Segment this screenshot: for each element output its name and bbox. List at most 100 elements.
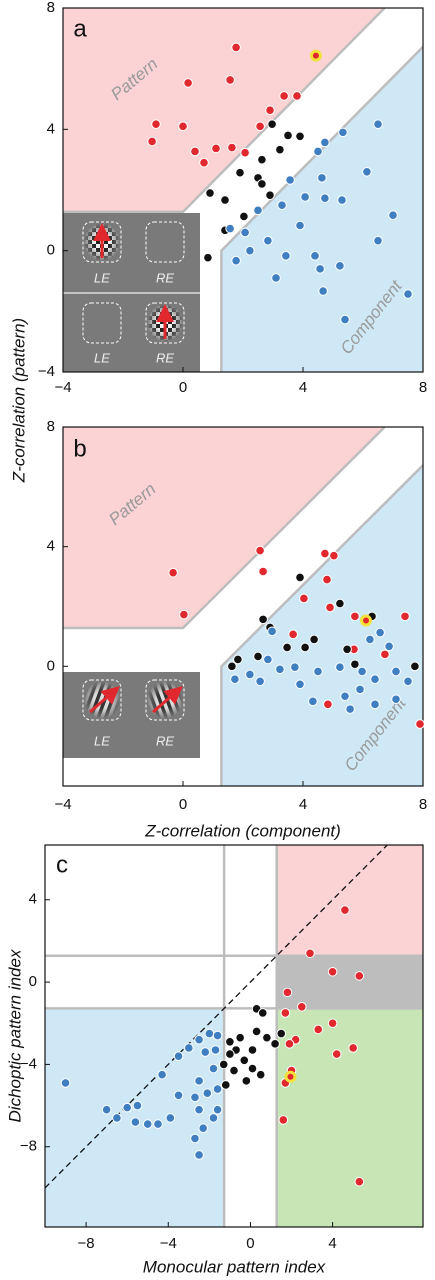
data-point <box>194 1104 204 1115</box>
data-point <box>323 699 333 710</box>
data-point <box>350 611 360 622</box>
data-point <box>220 195 230 205</box>
y-tick-label: 8 <box>47 418 55 435</box>
data-point <box>257 154 267 165</box>
panel-label: b <box>73 435 86 462</box>
data-point <box>247 1063 258 1074</box>
data-point <box>255 121 265 132</box>
data-point <box>335 261 345 271</box>
data-point <box>112 1113 122 1123</box>
panel-label: c <box>56 851 68 878</box>
x-tick-label: 0 <box>179 796 187 813</box>
data-point <box>235 167 245 178</box>
data-point <box>253 651 263 662</box>
data-point <box>173 1051 184 1061</box>
data-point <box>338 127 348 138</box>
data-point <box>101 1104 112 1115</box>
pattern-region <box>63 427 385 629</box>
data-point <box>370 699 380 710</box>
data-point <box>255 545 265 556</box>
data-point <box>357 666 367 677</box>
x-axis-label: Z-correlation (component) <box>144 821 341 840</box>
data-point <box>227 661 237 672</box>
data-point <box>325 602 335 613</box>
data-point <box>270 1039 280 1049</box>
data-point <box>212 1084 223 1094</box>
boundary-line <box>220 45 423 372</box>
pattern-region <box>276 845 423 956</box>
data-point <box>360 614 372 627</box>
data-point <box>265 105 275 116</box>
inset-label: LE <box>94 350 110 365</box>
data-point <box>403 289 413 299</box>
data-point <box>225 1049 235 1059</box>
data-point <box>255 676 265 687</box>
data-point <box>208 1113 219 1123</box>
data-point <box>345 704 355 714</box>
data-point <box>239 211 249 222</box>
data-point <box>384 641 394 652</box>
data-point <box>130 1117 141 1127</box>
data-point <box>300 192 310 202</box>
data-point <box>271 273 281 283</box>
regions <box>45 845 423 1227</box>
data-point <box>122 1102 132 1113</box>
data-point <box>257 179 267 189</box>
frame <box>82 302 122 344</box>
data-point <box>295 572 305 583</box>
data-point <box>194 1150 204 1160</box>
data-point <box>315 264 325 274</box>
data-point <box>263 235 273 246</box>
data-point <box>278 1115 289 1125</box>
data-point <box>320 548 330 559</box>
x-tick-label: 0 <box>179 379 187 396</box>
data-point <box>410 661 420 672</box>
data-point <box>340 905 350 915</box>
ambiguous-region <box>276 955 423 1009</box>
data-point <box>292 91 302 101</box>
data-point <box>327 966 338 977</box>
data-point <box>265 190 275 200</box>
data-point <box>190 1092 200 1103</box>
data-point <box>309 634 319 645</box>
data-point <box>300 642 310 653</box>
data-point <box>132 1100 143 1111</box>
data-point <box>212 1104 223 1115</box>
data-point <box>313 146 323 157</box>
y-tick-label: −4 <box>20 1055 37 1072</box>
data-point <box>178 121 188 132</box>
data-point <box>295 679 305 690</box>
data-point <box>267 119 277 129</box>
frame <box>82 221 122 263</box>
data-point <box>220 1080 231 1090</box>
data-point <box>290 662 300 673</box>
data-point <box>305 948 315 959</box>
data-point <box>322 574 332 585</box>
pattern-region <box>63 8 385 212</box>
data-point <box>267 626 277 637</box>
data-point <box>295 220 305 231</box>
data-point <box>282 987 293 998</box>
data-point <box>258 614 268 625</box>
data-point <box>200 1047 211 1057</box>
data-point <box>151 119 161 129</box>
data-point <box>225 223 235 234</box>
data-point <box>245 669 255 680</box>
data-point <box>179 609 189 620</box>
x-tick-label: −4 <box>54 796 71 813</box>
data-point <box>253 205 263 216</box>
data-point <box>354 971 365 981</box>
data-point <box>373 235 383 246</box>
data-point <box>239 1055 250 1066</box>
y-axis-label: Z-correlation (pattern) <box>9 318 28 483</box>
data-point <box>190 1133 200 1144</box>
data-point <box>183 78 193 88</box>
data-point <box>277 200 287 210</box>
data-point <box>275 144 285 155</box>
inset-label: RE <box>156 270 174 285</box>
data-point <box>173 1090 184 1101</box>
data-point <box>320 137 330 148</box>
component-region <box>221 46 423 372</box>
data-point <box>342 644 352 655</box>
